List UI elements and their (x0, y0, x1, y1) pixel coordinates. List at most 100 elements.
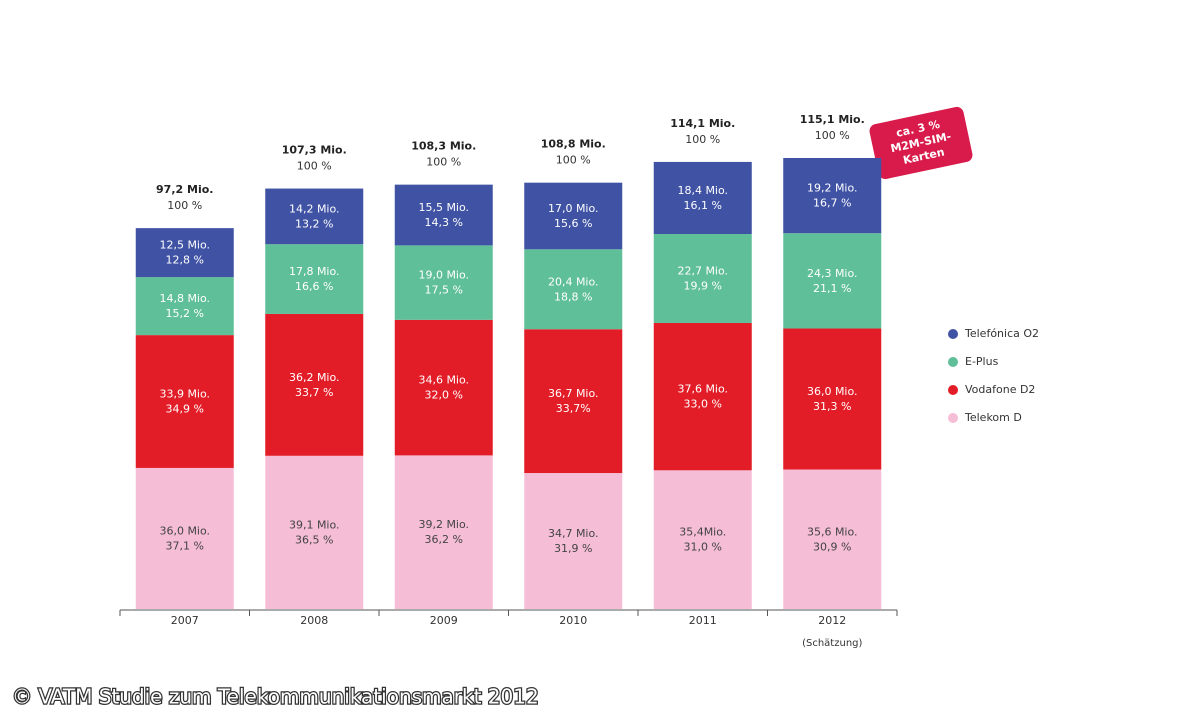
bar-segment (524, 473, 623, 609)
share-label: 16,1 % (684, 199, 722, 212)
legend-label: Vodafone D2 (965, 383, 1035, 396)
value-label: 39,2 Mio. (418, 518, 469, 531)
share-label: 21,1 % (813, 282, 851, 295)
total-label: 115,1 Mio. (800, 113, 865, 126)
bar-segment (265, 188, 364, 245)
total-label: 114,1 Mio. (670, 117, 735, 130)
bar-segment (783, 158, 882, 234)
total-share-label: 100 % (556, 154, 591, 167)
total-share-label: 100 % (426, 156, 461, 169)
share-label: 16,7 % (813, 197, 851, 210)
x-tick-label: 2009 (430, 614, 458, 627)
value-label: 15,5 Mio. (418, 201, 469, 214)
legend-swatch (948, 357, 958, 367)
callout: ca. 3 % M2M-SIM- Karten (869, 106, 973, 180)
x-tick-label: 2012 (818, 614, 846, 627)
legend-swatch (948, 385, 958, 395)
bar-segment (135, 228, 234, 278)
bar-segment (265, 313, 364, 456)
x-tick-label: 2010 (559, 614, 587, 627)
source: © VATM Studie zum Telekommunikationsmark… (12, 685, 539, 709)
total-share-label: 100 % (297, 160, 332, 173)
bar-segment (394, 245, 493, 320)
value-label: 17,0 Mio. (548, 202, 599, 215)
bar-segment (265, 455, 364, 609)
bar-segment (783, 328, 882, 470)
value-label: 39,1 Mio. (289, 518, 340, 531)
bar-segment (783, 469, 882, 609)
legend-swatch (948, 413, 958, 423)
bar-segment (135, 335, 234, 468)
value-label: 14,8 Mio. (159, 292, 210, 305)
share-label: 13,2 % (295, 217, 333, 230)
value-label: 34,6 Mio. (418, 374, 469, 387)
total-label: 108,8 Mio. (541, 138, 606, 151)
total-label: 107,3 Mio. (282, 144, 347, 157)
share-label: 31,0 % (684, 541, 722, 554)
x-tick-label: 2008 (300, 614, 328, 627)
x-tick-label: 2011 (689, 614, 717, 627)
value-label: 35,4Mio. (679, 526, 726, 539)
value-label: 33,9 Mio. (159, 388, 210, 401)
value-label: 34,7 Mio. (548, 527, 599, 540)
share-label: 12,8 % (166, 254, 204, 267)
value-label: 17,8 Mio. (289, 265, 340, 278)
total-label: 108,3 Mio. (411, 140, 476, 153)
x-tick-label: 2007 (171, 614, 199, 627)
value-label: 19,2 Mio. (807, 182, 858, 195)
value-label: 24,3 Mio. (807, 267, 858, 280)
share-label: 31,9 % (554, 542, 592, 555)
total-share-label: 100 % (685, 133, 720, 146)
share-label: 19,9 % (684, 279, 722, 292)
bar-segment (653, 322, 752, 471)
bar-segment (653, 161, 752, 235)
category-note: (Schätzung) (802, 638, 862, 649)
share-label: 17,5 % (425, 284, 463, 297)
share-label: 32,0 % (425, 389, 463, 402)
legend-swatch (948, 329, 958, 339)
value-label: 22,7 Mio. (677, 264, 728, 277)
share-label: 15,2 % (166, 307, 204, 320)
share-label: 16,6 % (295, 280, 333, 293)
value-label: 36,7 Mio. (548, 387, 599, 400)
bar-segment (524, 329, 623, 474)
share-label: 15,6 % (554, 217, 592, 230)
bar-segment (394, 455, 493, 609)
legend-label: Telekom D (964, 411, 1022, 424)
value-label: 19,0 Mio. (418, 269, 469, 282)
bar-segment (653, 234, 752, 323)
share-label: 34,9 % (166, 403, 204, 416)
share-label: 36,5 % (295, 533, 333, 546)
total-share-label: 100 % (815, 129, 850, 142)
bar-segment (524, 249, 623, 330)
share-label: 14,3 % (425, 216, 463, 229)
value-label: 35,6 Mio. (807, 525, 858, 538)
bar-segment (265, 244, 364, 314)
share-label: 37,1 % (166, 539, 204, 552)
share-label: 33,7% (556, 402, 591, 415)
value-label: 36,0 Mio. (807, 385, 858, 398)
share-label: 36,2 % (425, 533, 463, 546)
bar-segment (524, 182, 623, 250)
bar-segment (783, 233, 882, 329)
legend-label: Telefónica O2 (964, 327, 1039, 340)
share-label: 18,8 % (554, 290, 592, 303)
value-label: 18,4 Mio. (677, 184, 728, 197)
total-label: 97,2 Mio. (156, 183, 213, 196)
legend-label: E-Plus (965, 355, 999, 368)
share-label: 33,0 % (684, 398, 722, 411)
bar-segment (653, 470, 752, 609)
value-label: 36,2 Mio. (289, 371, 340, 384)
bar-segment (394, 319, 493, 456)
value-label: 37,6 Mio. (677, 383, 728, 396)
total-share-label: 100 % (167, 199, 202, 212)
bar-segment (135, 277, 234, 336)
value-label: 36,0 Mio. (159, 524, 210, 537)
value-label: 14,2 Mio. (289, 202, 340, 215)
value-label: 20,4 Mio. (548, 275, 599, 288)
bar-segment (394, 184, 493, 246)
bar-segment (135, 467, 234, 609)
callout-box (869, 106, 973, 180)
share-label: 30,9 % (813, 540, 851, 553)
